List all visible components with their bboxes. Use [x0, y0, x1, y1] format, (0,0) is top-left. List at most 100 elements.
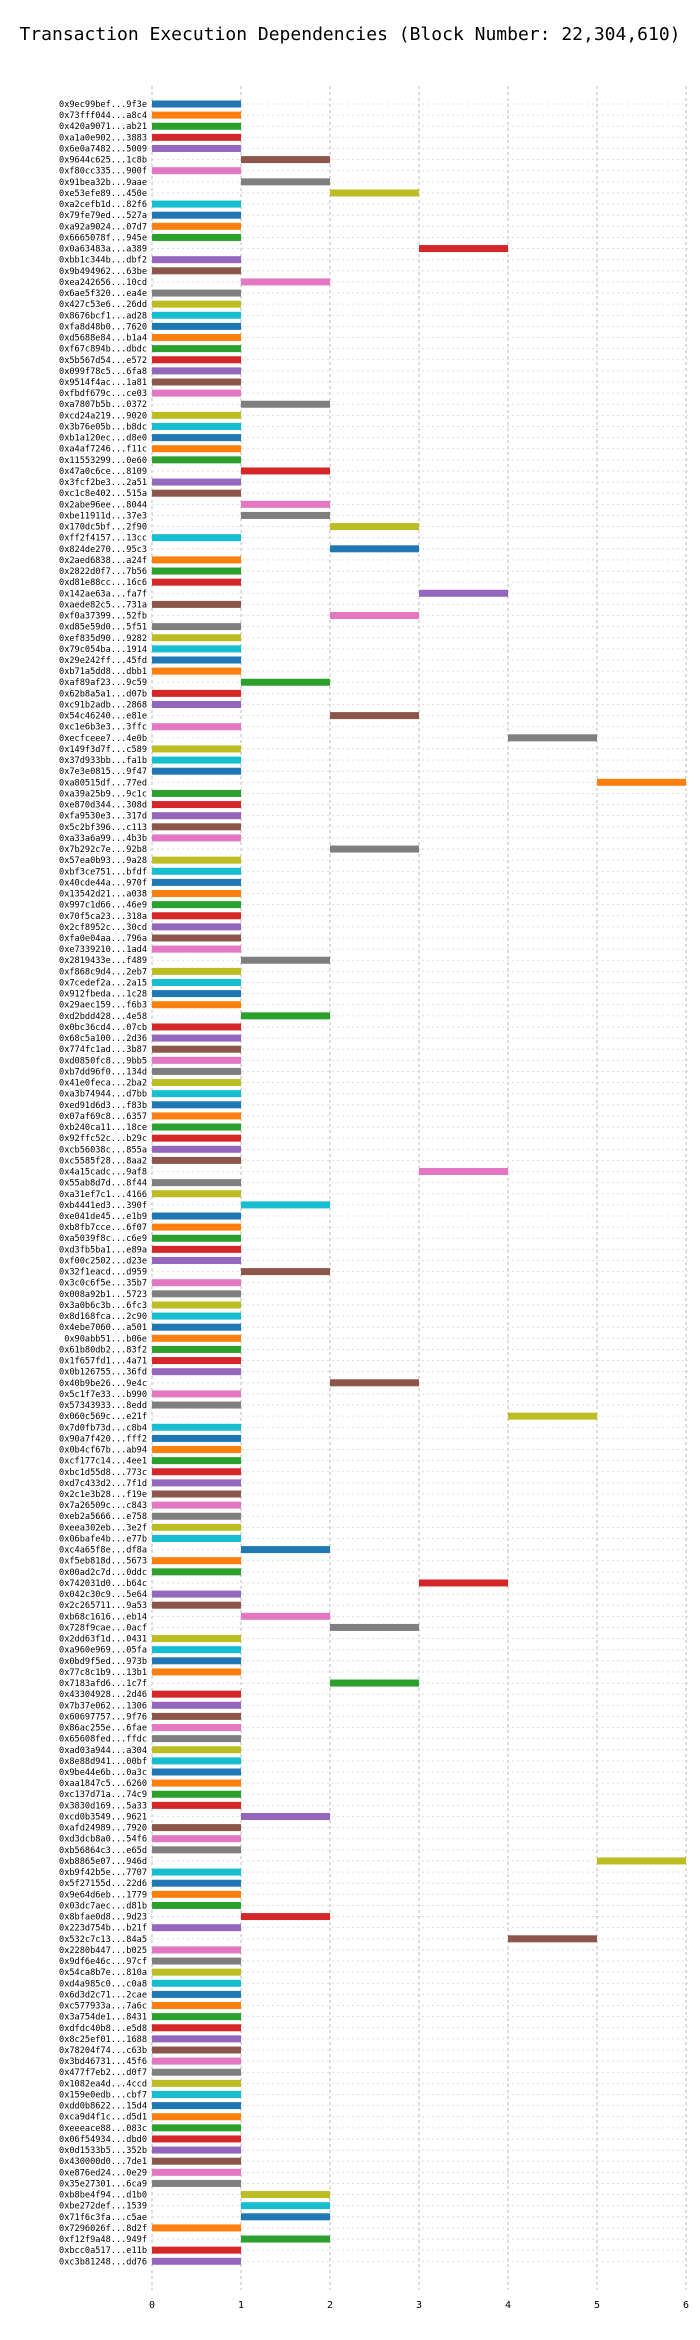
- transaction-bar: [152, 667, 241, 675]
- transaction-bar: [152, 167, 241, 175]
- transaction-bar: [152, 1334, 241, 1342]
- transaction-label: 0x40b9be26...9e4c: [59, 1379, 147, 1389]
- transaction-bar: [152, 1590, 241, 1598]
- transaction-bar: [152, 834, 241, 842]
- transaction-bar: [152, 912, 241, 920]
- transaction-bar: [152, 634, 241, 642]
- transaction-bar: [152, 1835, 241, 1843]
- transaction-label: 0x997c1d66...46e9: [59, 901, 147, 911]
- transaction-label: 0xcd24a219...9020: [59, 411, 147, 421]
- transaction-bar: [330, 612, 419, 620]
- transaction-bar: [152, 2168, 241, 2176]
- transaction-label: 0x2280b447...b025: [59, 1946, 147, 1956]
- transaction-label: 0xb9f42b5e...7707: [59, 1868, 147, 1878]
- transaction-label: 0x3b76e05b...b8dc: [59, 422, 147, 432]
- transaction-bar: [152, 967, 241, 975]
- transaction-bar: [152, 1279, 241, 1287]
- transaction-label: 0x5c1f7e33...b990: [59, 1390, 147, 1400]
- transaction-label: 0x6665078f...945e: [59, 233, 147, 243]
- transaction-bar: [152, 556, 241, 564]
- transaction-bar: [152, 111, 241, 119]
- transaction-label: 0x060c569c...e21f: [59, 1412, 147, 1422]
- transaction-bar: [152, 1568, 241, 1576]
- transaction-bar: [152, 745, 241, 753]
- transaction-label: 0x6d3d2c71...2cae: [59, 1990, 147, 2000]
- transaction-bar: [152, 2157, 241, 2165]
- transaction-bar: [152, 1901, 241, 1909]
- transaction-bar: [152, 2124, 241, 2132]
- transaction-label: 0x79c054ba...1914: [59, 645, 147, 655]
- transaction-bar: [330, 1379, 419, 1387]
- transaction-label: 0x4a15cadc...9af8: [59, 1168, 147, 1178]
- transaction-label: 0xf12f9a48...949f: [59, 2235, 147, 2245]
- transaction-label: 0x0a63483a...a389: [59, 245, 147, 255]
- transaction-bar: [152, 1479, 241, 1487]
- transaction-label: 0xd0850fc8...9bb5: [59, 1056, 147, 1066]
- transaction-bar: [152, 978, 241, 986]
- transaction-label: 0xb7dd96f0...134d: [59, 1067, 147, 1077]
- transaction-label: 0x0d1533b5...352b: [59, 2146, 147, 2156]
- transaction-label: 0xc5585f28...8aa2: [59, 1156, 147, 1166]
- transaction-label: 0xb8865e07...946d: [59, 1857, 147, 1867]
- transaction-bar: [241, 467, 330, 475]
- transaction-bar: [152, 1112, 241, 1120]
- transaction-label: 0xdfdc40b8...e5d8: [59, 2024, 147, 2034]
- transaction-label: 0x61b80db2...83f2: [59, 1345, 147, 1355]
- transaction-label: 0xca9d4f1c...d5d1: [59, 2113, 147, 2123]
- bars-layer: [152, 100, 686, 2265]
- transaction-label: 0xef835d90...9282: [59, 634, 147, 644]
- transaction-label: 0x8bfae0d8...9d23: [59, 1913, 147, 1923]
- transaction-bar: [152, 122, 241, 130]
- transaction-label: 0xb1a120ec...d8e0: [59, 434, 147, 444]
- transaction-bar: [152, 1979, 241, 1987]
- x-tick-label: 2: [327, 2300, 333, 2311]
- transaction-label: 0x7d0fb73d...c8b4: [59, 1423, 147, 1433]
- transaction-label: 0x62b8a5a1...d07b: [59, 689, 147, 699]
- transaction-bar: [152, 1045, 241, 1053]
- transaction-label: 0x13542d21...a038: [59, 890, 147, 900]
- transaction-bar: [152, 1446, 241, 1454]
- transaction-label: 0x37d933bb...fa1b: [59, 756, 147, 766]
- transaction-label: 0xe876ed24...0e29: [59, 2168, 147, 2178]
- transaction-label: 0x11553299...0e60: [59, 456, 147, 466]
- transaction-bar: [152, 767, 241, 775]
- transaction-label: 0x159e0edb...cbf7: [59, 2090, 147, 2100]
- transaction-bar: [152, 901, 241, 909]
- transaction-bar: [152, 2102, 241, 2110]
- transaction-bar: [241, 678, 330, 686]
- transaction-bar: [152, 434, 241, 442]
- transaction-bar: [152, 1223, 241, 1231]
- transaction-bar: [152, 1879, 241, 1887]
- transaction-bar: [152, 1156, 241, 1164]
- transaction-label: 0x29aec159...f6b3: [59, 1001, 147, 1011]
- transaction-label: 0xa39a25b9...9c1c: [59, 789, 147, 799]
- transaction-label: 0xf67c894b...dbdc: [59, 345, 147, 355]
- transaction-bar: [241, 1201, 330, 1209]
- transaction-label: 0x3c0c6f5e...35b7: [59, 1279, 147, 1289]
- transaction-bar: [241, 511, 330, 519]
- transaction-label: 0x54c46240...e81e: [59, 712, 147, 722]
- transaction-label: 0xd3dcb8a0...54f6: [59, 1835, 147, 1845]
- transaction-label: 0xa2cefb1d...82f6: [59, 200, 147, 210]
- transaction-label: 0xcf177c14...4ee1: [59, 1457, 147, 1467]
- transaction-label: 0xa1a0e902...3883: [59, 133, 147, 143]
- transaction-label: 0xd5688e84...b1a4: [59, 334, 147, 344]
- transaction-bar: [152, 656, 241, 664]
- transaction-bar: [152, 489, 241, 497]
- transaction-label: 0x0bd9f5ed...973b: [59, 1657, 147, 1667]
- transaction-bar: [152, 1690, 241, 1698]
- transaction-label: 0x9ec99bef...9f3e: [59, 100, 147, 110]
- transaction-label: 0xa92a9024...07d7: [59, 222, 147, 232]
- transaction-label: 0xed91d6d3...f83b: [59, 1101, 147, 1111]
- transaction-bar: [152, 1924, 241, 1932]
- transaction-bar: [152, 1134, 241, 1142]
- transaction-bar: [152, 789, 241, 797]
- transaction-label: 0x8c25ef01...1688: [59, 2035, 147, 2045]
- transaction-label: 0x9e64d6eb...1779: [59, 1890, 147, 1900]
- transaction-label: 0x2aed6838...a24f: [59, 556, 147, 566]
- transaction-label: 0x9644c625...1c8b: [59, 156, 147, 166]
- transaction-label: 0xf80cc335...900f: [59, 167, 147, 177]
- transaction-bar: [152, 1468, 241, 1476]
- transaction-label: 0xa5039f8c...c6e9: [59, 1234, 147, 1244]
